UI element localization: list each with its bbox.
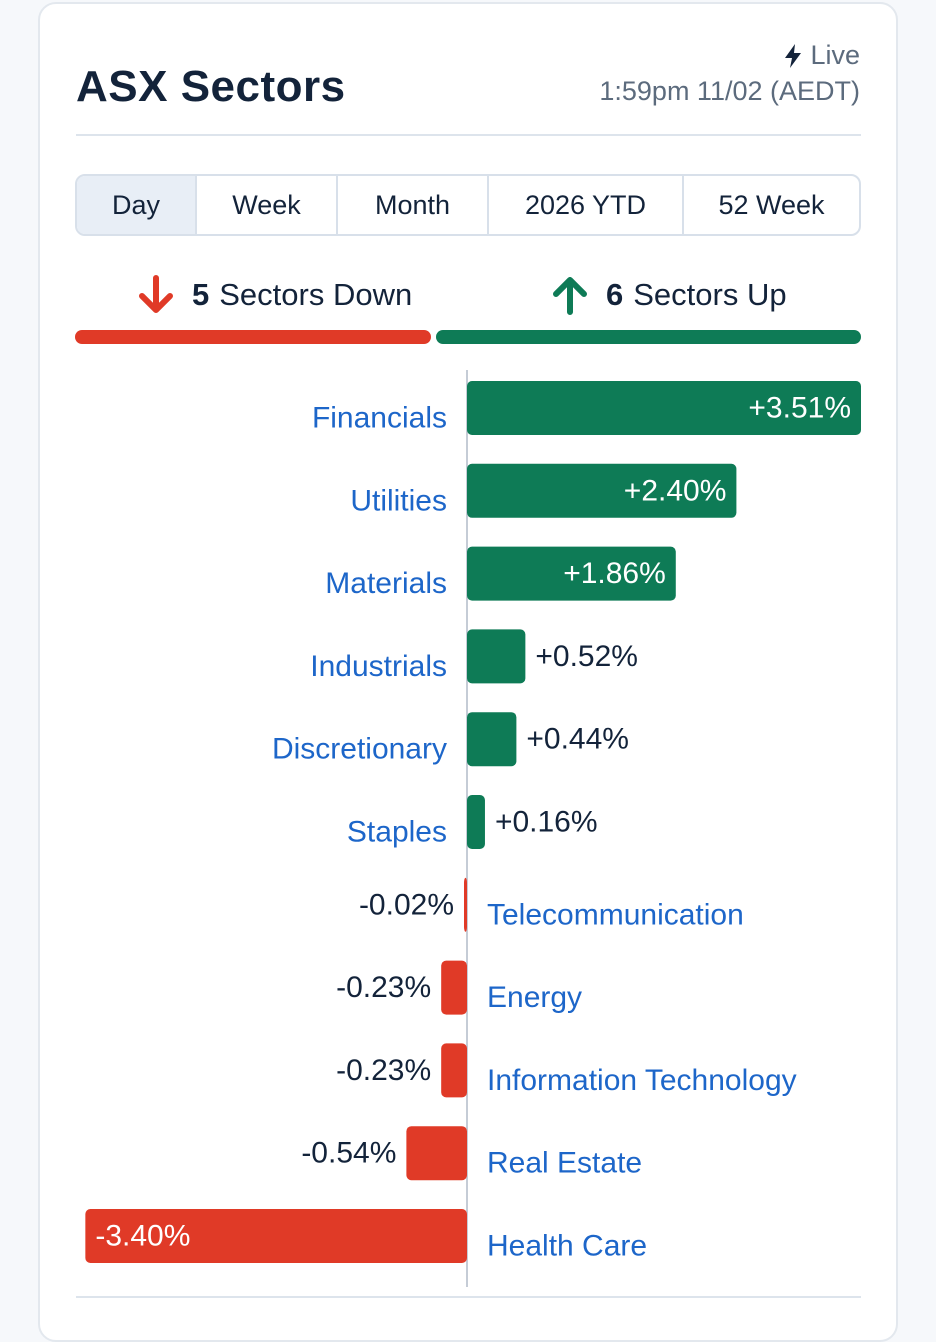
value-label-telecommunication: -0.02% <box>359 888 454 921</box>
tab-week[interactable]: Week <box>197 176 338 234</box>
period-tabs: Day Week Month 2026 YTD 52 Week <box>75 174 861 236</box>
arrow-down-icon <box>139 275 173 313</box>
sector-label-materials[interactable]: Materials <box>325 567 447 600</box>
value-label-real-estate: -0.54% <box>301 1137 396 1170</box>
sector-label-industrials[interactable]: Industrials <box>310 650 447 683</box>
bar-materials[interactable] <box>467 546 676 601</box>
value-label-information-technology: -0.23% <box>336 1054 431 1087</box>
page-title: ASX Sectors <box>76 62 346 111</box>
bar-financials[interactable] <box>467 381 861 435</box>
timestamp: 1:59pm 11/02 (AEDT) <box>599 76 860 106</box>
sector-label-staples[interactable]: Staples <box>347 816 447 849</box>
value-label-health-care: -3.40% <box>95 1220 190 1253</box>
bar-discretionary[interactable] <box>467 712 517 767</box>
bar-information-technology[interactable] <box>441 1043 467 1098</box>
value-label-utilities: +2.40% <box>624 474 727 507</box>
value-label-staples: +0.16% <box>495 806 598 839</box>
bar-telecommunication[interactable] <box>464 877 467 932</box>
sectors-up-count: 6 <box>606 277 624 312</box>
sector-label-telecommunication[interactable]: Telecommunication <box>487 898 744 931</box>
value-label-industrials: +0.52% <box>535 640 638 673</box>
sectors-up-label: Sectors Up <box>633 277 787 312</box>
lightning-icon <box>785 43 802 68</box>
footer-divider <box>76 1296 861 1298</box>
sector-label-financials[interactable]: Financials <box>312 402 447 435</box>
value-label-discretionary: +0.44% <box>526 723 629 756</box>
live-indicator: Live <box>782 40 860 71</box>
sector-label-discretionary[interactable]: Discretionary <box>272 733 447 766</box>
arrow-up-icon <box>553 277 587 315</box>
bar-staples[interactable] <box>467 795 485 849</box>
sector-label-health-care[interactable]: Health Care <box>487 1230 647 1263</box>
bar-health-care[interactable] <box>85 1209 467 1263</box>
sectors-down-bar <box>75 330 431 344</box>
sectors-up-bar <box>436 330 861 344</box>
bar-energy[interactable] <box>441 960 467 1015</box>
sectors-down-summary: 5 Sectors Down <box>136 270 412 320</box>
value-label-financials: +3.51% <box>748 392 851 425</box>
sectors-down-label: Sectors Down <box>219 277 413 312</box>
bar-utilities[interactable] <box>467 463 737 518</box>
tab-month[interactable]: Month <box>338 176 489 234</box>
sector-label-real-estate[interactable]: Real Estate <box>487 1147 642 1180</box>
value-label-materials: +1.86% <box>563 557 666 590</box>
bar-industrials[interactable] <box>467 629 526 684</box>
header-divider <box>76 134 861 136</box>
sectors-down-count: 5 <box>192 277 210 312</box>
sector-label-information-technology[interactable]: Information Technology <box>487 1064 797 1097</box>
tab-2026-ytd[interactable]: 2026 YTD <box>489 176 684 234</box>
sector-label-utilities[interactable]: Utilities <box>350 484 447 517</box>
sector-label-energy[interactable]: Energy <box>487 981 582 1014</box>
tab-52-week[interactable]: 52 Week <box>718 189 825 220</box>
tab-day[interactable]: Day <box>77 176 197 234</box>
sectors-up-summary: 6 Sectors Up <box>550 270 787 320</box>
bar-real-estate[interactable] <box>406 1126 467 1181</box>
value-label-energy: -0.23% <box>336 971 431 1004</box>
live-label: Live <box>810 40 860 70</box>
